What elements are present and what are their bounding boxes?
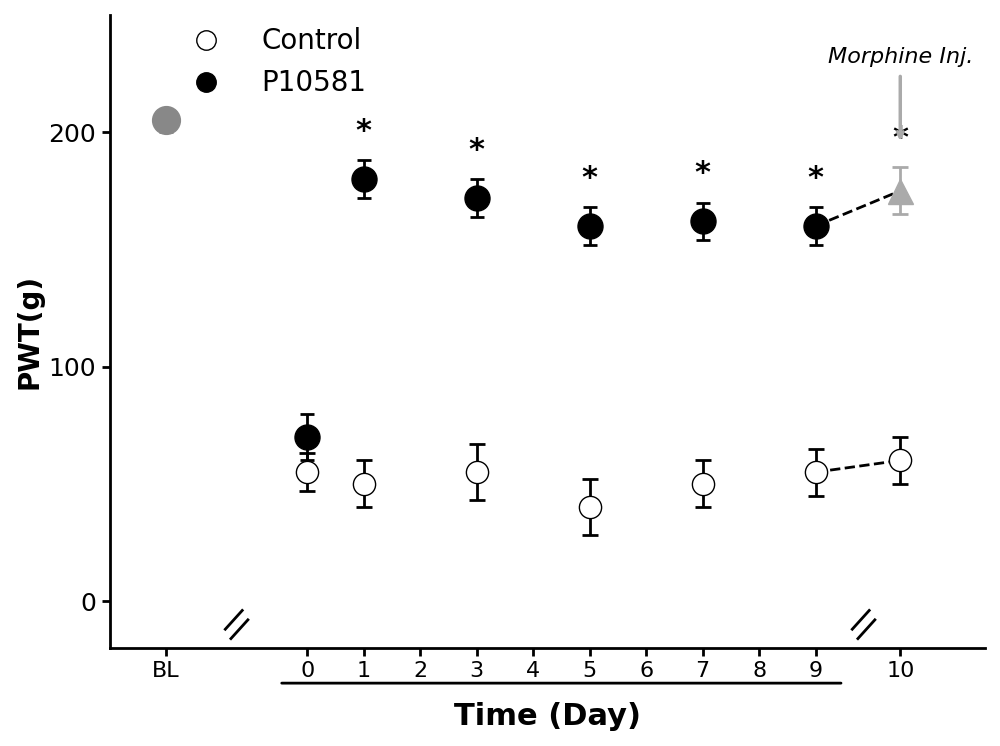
- Text: *: *: [808, 164, 824, 193]
- Text: *: *: [356, 117, 372, 146]
- Text: Morphine Inj.: Morphine Inj.: [828, 46, 973, 66]
- Text: *: *: [469, 136, 485, 165]
- Text: *: *: [582, 164, 598, 193]
- Y-axis label: PWT(g): PWT(g): [15, 274, 43, 389]
- Text: *: *: [695, 160, 711, 189]
- X-axis label: Time (Day): Time (Day): [454, 702, 641, 731]
- Legend: Control, P10581: Control, P10581: [167, 16, 378, 108]
- Text: *: *: [892, 125, 908, 154]
